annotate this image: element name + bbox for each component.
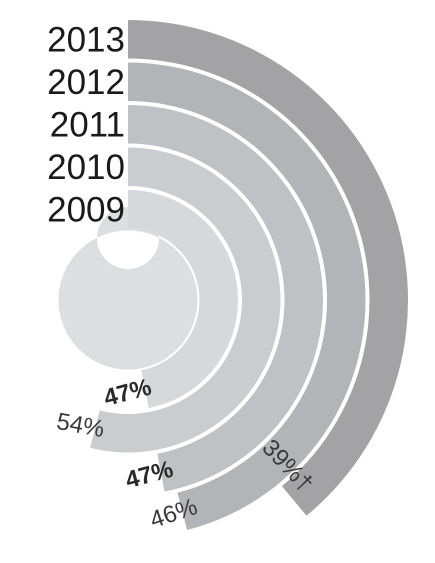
ring-2012 bbox=[128, 62, 366, 531]
year-label-2012: 2012 bbox=[47, 63, 125, 102]
chart-rings bbox=[58, 20, 409, 531]
ring-2009 bbox=[128, 190, 239, 409]
ring-2010 bbox=[90, 147, 281, 453]
ring-2011 bbox=[128, 105, 324, 492]
ring-2013 bbox=[128, 20, 409, 516]
value-label-2010: 54% bbox=[54, 408, 106, 443]
year-label-2009: 2009 bbox=[47, 190, 125, 229]
year-label-2013: 2013 bbox=[47, 20, 125, 59]
year-label-2010: 2010 bbox=[47, 148, 125, 187]
background-ring bbox=[58, 206, 198, 370]
year-label-2011: 2011 bbox=[50, 105, 125, 144]
value-label-2009: 47% bbox=[101, 374, 154, 412]
